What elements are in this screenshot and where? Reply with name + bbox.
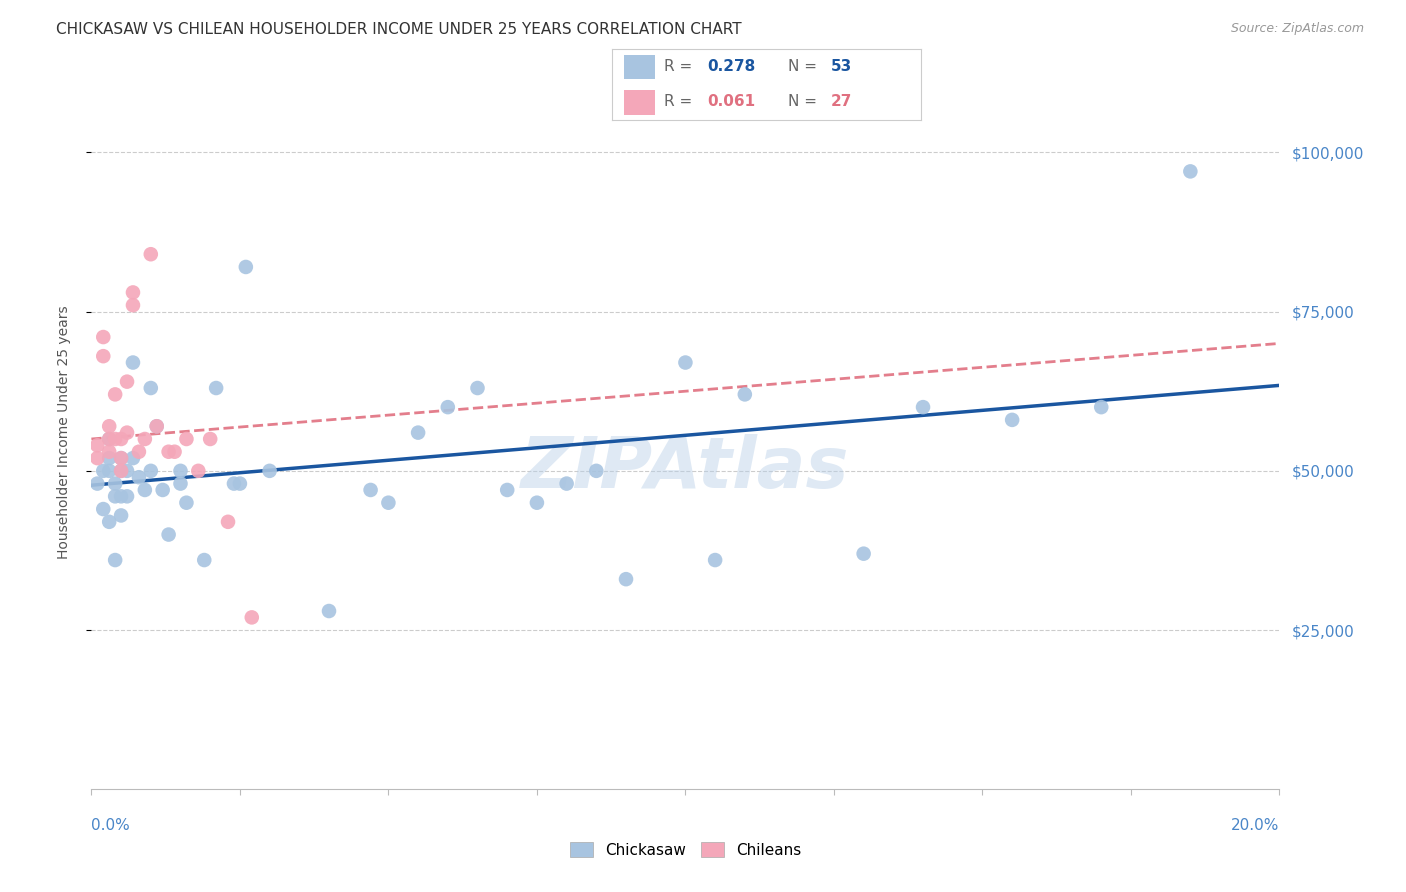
Legend: Chickasaw, Chileans: Chickasaw, Chileans: [564, 836, 807, 863]
Point: [193, 553, 215, 567]
Text: 0.0%: 0.0%: [91, 818, 131, 832]
Point: [91, 464, 114, 478]
Text: 53: 53: [831, 59, 852, 74]
Point: [91, 330, 114, 344]
Point: [139, 381, 162, 395]
Bar: [624, 54, 655, 79]
Text: R =: R =: [664, 94, 697, 109]
Point: [104, 387, 127, 401]
Point: [110, 464, 132, 478]
Point: [98, 451, 121, 466]
Point: [911, 400, 934, 414]
Text: R =: R =: [664, 59, 697, 74]
Point: [235, 260, 257, 274]
Point: [1001, 413, 1024, 427]
Point: [1090, 400, 1112, 414]
Point: [122, 285, 145, 300]
Point: [555, 476, 578, 491]
Point: [122, 355, 145, 369]
Point: [157, 527, 180, 541]
Point: [406, 425, 429, 440]
Point: [122, 451, 145, 466]
Point: [240, 610, 263, 624]
Bar: [624, 90, 655, 115]
Point: [614, 572, 637, 586]
Y-axis label: Householder Income Under 25 years: Householder Income Under 25 years: [56, 306, 70, 559]
Point: [110, 464, 132, 478]
Point: [86, 451, 108, 466]
Point: [134, 483, 156, 497]
Point: [115, 425, 138, 440]
Point: [91, 349, 114, 363]
Text: 0.278: 0.278: [707, 59, 756, 74]
Point: [98, 464, 121, 478]
Point: [200, 432, 222, 446]
Point: [86, 438, 108, 452]
Point: [436, 400, 458, 414]
Point: [704, 553, 727, 567]
Point: [104, 553, 127, 567]
Point: [169, 464, 191, 478]
Point: [110, 508, 132, 523]
Text: Source: ZipAtlas.com: Source: ZipAtlas.com: [1230, 22, 1364, 36]
Point: [128, 444, 150, 458]
Point: [145, 419, 167, 434]
Point: [110, 451, 132, 466]
Point: [145, 419, 167, 434]
Point: [122, 298, 145, 312]
Point: [673, 355, 696, 369]
Point: [176, 432, 198, 446]
Point: [139, 464, 162, 478]
Text: 20.0%: 20.0%: [1232, 818, 1279, 832]
Point: [229, 476, 252, 491]
Point: [259, 464, 281, 478]
Point: [128, 470, 150, 484]
Point: [467, 381, 489, 395]
Point: [139, 247, 162, 261]
Point: [104, 489, 127, 503]
Point: [86, 476, 108, 491]
Point: [1180, 164, 1202, 178]
Point: [98, 419, 121, 434]
Point: [91, 502, 114, 516]
Point: [222, 476, 245, 491]
Point: [187, 464, 209, 478]
Point: [169, 476, 191, 491]
Text: 0.061: 0.061: [707, 94, 755, 109]
Point: [104, 432, 127, 446]
Point: [98, 432, 121, 446]
Point: [852, 547, 875, 561]
Point: [115, 375, 138, 389]
Point: [110, 451, 132, 466]
Point: [115, 489, 138, 503]
Point: [318, 604, 340, 618]
Point: [585, 464, 607, 478]
Point: [110, 489, 132, 503]
Text: N =: N =: [787, 59, 821, 74]
Point: [115, 464, 138, 478]
Point: [157, 444, 180, 458]
Point: [98, 515, 121, 529]
Point: [98, 432, 121, 446]
Point: [98, 444, 121, 458]
Point: [152, 483, 174, 497]
Point: [176, 496, 198, 510]
Point: [205, 381, 228, 395]
Point: [104, 476, 127, 491]
Text: ZIPAtlas: ZIPAtlas: [522, 434, 849, 503]
Point: [110, 432, 132, 446]
Text: N =: N =: [787, 94, 821, 109]
Point: [526, 496, 548, 510]
Point: [360, 483, 382, 497]
Point: [734, 387, 756, 401]
Point: [496, 483, 519, 497]
Point: [377, 496, 399, 510]
Point: [163, 444, 186, 458]
Text: CHICKASAW VS CHILEAN HOUSEHOLDER INCOME UNDER 25 YEARS CORRELATION CHART: CHICKASAW VS CHILEAN HOUSEHOLDER INCOME …: [56, 22, 742, 37]
Point: [217, 515, 239, 529]
Point: [134, 432, 156, 446]
Text: 27: 27: [831, 94, 852, 109]
